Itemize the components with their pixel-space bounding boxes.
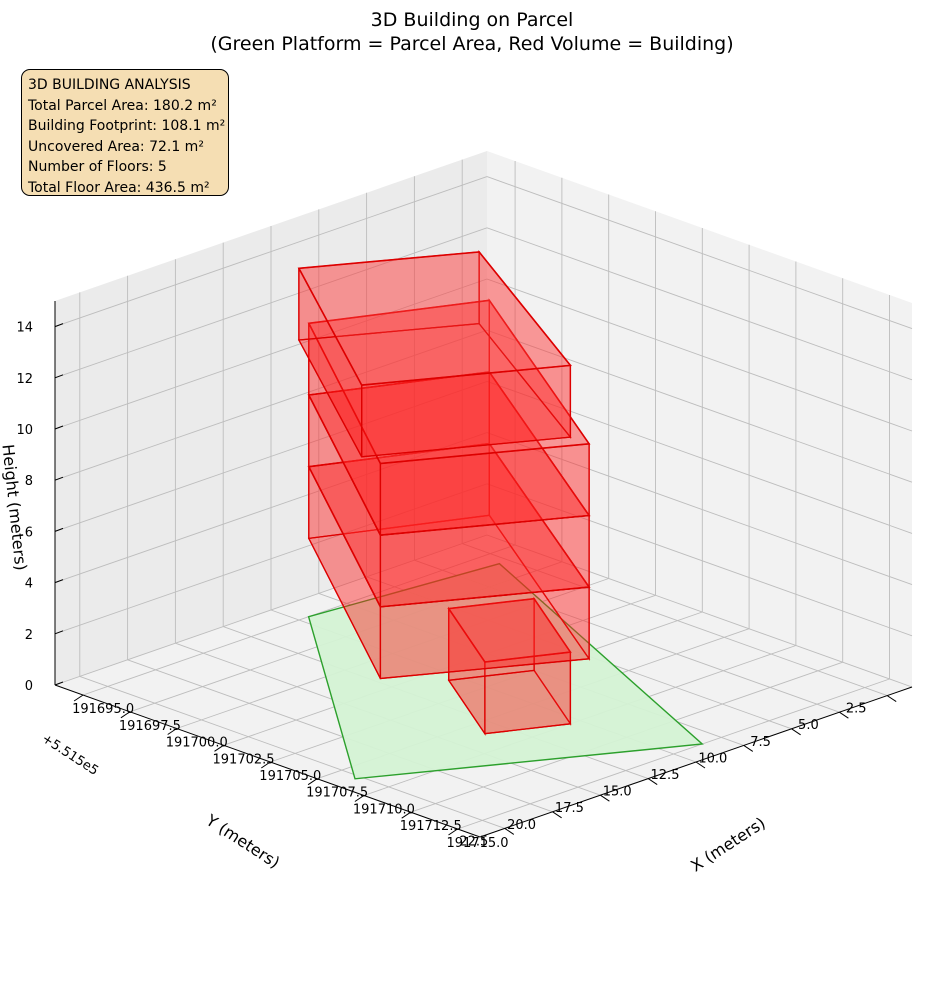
x-tick-mark-5 (307, 778, 318, 786)
z-tick-mark-7 (54, 323, 64, 328)
grid-left-z-5 (54, 278, 488, 430)
analysis-building-footprint: Building Footprint: 108.1 m² (28, 118, 226, 135)
y-tick-mark-3 (743, 744, 754, 752)
y-tick-label-6: 17.5 (555, 801, 584, 816)
floor-1-top (447, 597, 572, 663)
grid-right-z-0 (486, 534, 913, 688)
grid-left-z-0 (54, 534, 488, 686)
grid-right-z-7 (486, 176, 913, 330)
x-tick-label-6: 191710.0 (353, 803, 415, 818)
floor-4-top (307, 299, 591, 465)
grid-right-z-2 (486, 432, 913, 586)
y-tick-mark-6 (600, 794, 610, 802)
grid-left-z-2 (54, 432, 488, 584)
z-tick-label-6: 12 (16, 372, 33, 387)
grid-right-z-6 (486, 227, 913, 381)
z-tick-label-2: 4 (25, 577, 33, 592)
y-tick-mark-8 (504, 827, 515, 835)
x-tick-label-7: 191712.5 (400, 819, 462, 834)
y-tick-label-7: 20.0 (507, 818, 536, 833)
grid-floor-y-0 (462, 543, 888, 697)
x-tick-mark-1 (120, 711, 131, 719)
z-tick-mark-2 (54, 579, 64, 584)
y-tick-label-8: 22.5 (459, 834, 488, 849)
x-tick-label-0: 191695.0 (72, 702, 134, 717)
x-tick-label-2: 191700.0 (166, 736, 228, 751)
y-tick-label-5: 15.0 (603, 785, 632, 800)
x-tick-mark-7 (401, 811, 411, 819)
y-tick-mark-5 (647, 778, 658, 786)
y-tick-label-4: 12.5 (651, 768, 680, 783)
analysis-total-floor-area: Total Floor Area: 436.5 m² (28, 179, 210, 196)
y-axis-label: Y (meters) (202, 810, 283, 872)
x-tick-mark-0 (73, 694, 84, 702)
grid-right-z-1 (486, 483, 913, 637)
parcel-platform (307, 562, 704, 780)
y-tick-mark-7 (552, 811, 562, 819)
grid-left-z-4 (54, 329, 488, 481)
z-tick-label-1: 2 (25, 628, 33, 643)
z-axis-label: Height (meters) (0, 443, 31, 571)
analysis-number-of-floors: Number of Floors: 5 (28, 159, 167, 176)
back-right-pane (487, 151, 912, 687)
y-tick-label-1: 5.0 (798, 718, 819, 733)
analysis-parcel-area: Total Parcel Area: 180.2 m² (28, 97, 217, 114)
grid-floor-y-8 (79, 675, 505, 829)
chart-title-line-2: (Green Platform = Parcel Area, Red Volum… (210, 33, 733, 55)
z-tick-mark-0 (54, 681, 64, 686)
grid-left-z-6 (54, 227, 488, 379)
y-tick-mark-0 (886, 695, 897, 703)
z-tick-label-0: 0 (25, 679, 33, 694)
x-tick-mark-3 (214, 744, 224, 752)
z-tick-label-4: 8 (25, 474, 33, 489)
analysis-annotation-box: 3D BUILDING ANALYSIS Total Parcel Area: … (21, 69, 229, 196)
grid-right-z-5 (486, 278, 913, 432)
y-tick-mark-2 (791, 728, 801, 736)
x-tick-label-5: 191707.5 (306, 786, 368, 801)
x-tick-mark-8 (448, 828, 458, 836)
x-tick-mark-6 (354, 795, 365, 802)
chart-title-line-1: 3D Building on Parcel (371, 9, 574, 31)
y-tick-label-3: 10.0 (698, 751, 727, 766)
analysis-title: 3D BUILDING ANALYSIS (28, 77, 191, 93)
x-tick-label-1: 191697.5 (119, 719, 181, 734)
z-tick-mark-6 (54, 374, 64, 379)
grid-left-z-7 (54, 176, 488, 328)
axes-grid (54, 159, 913, 830)
x-tick-mark-4 (261, 761, 271, 769)
y-tick-mark-1 (839, 711, 849, 719)
z-tick-mark-5 (54, 425, 64, 430)
y-tick-label-0: 2.5 (846, 702, 867, 717)
y-tick-mark-4 (695, 761, 706, 769)
grid-right-z-4 (486, 329, 913, 483)
x-axis-label: X (meters) (687, 813, 769, 875)
z-tick-label-5: 10 (16, 423, 33, 438)
z-tick-label-3: 6 (25, 525, 33, 540)
y-axis-line (54, 684, 481, 838)
x-tick-label-4: 191705.0 (259, 769, 321, 784)
y-axis-offset-text: +5.515e5 (39, 731, 101, 779)
x-tick-mark-2 (167, 728, 177, 735)
plot-geometry (297, 250, 704, 780)
z-tick-mark-1 (54, 630, 64, 635)
z-tick-mark-3 (54, 527, 64, 532)
floor-5-top (297, 251, 572, 386)
grid-left-z-3 (54, 380, 488, 532)
z-tick-label-7: 14 (16, 321, 33, 336)
x-tick-label-3: 191702.5 (213, 752, 275, 767)
grid-left-z-1 (54, 483, 488, 635)
y-tick-label-2: 7.5 (750, 735, 771, 750)
grid-floor-y-7 (127, 659, 553, 813)
grid-right-z-3 (486, 380, 913, 534)
z-tick-mark-4 (54, 476, 64, 481)
x-tick-label-8: 191715.0 (447, 836, 509, 851)
analysis-uncovered-area: Uncovered Area: 72.1 m² (28, 138, 204, 155)
